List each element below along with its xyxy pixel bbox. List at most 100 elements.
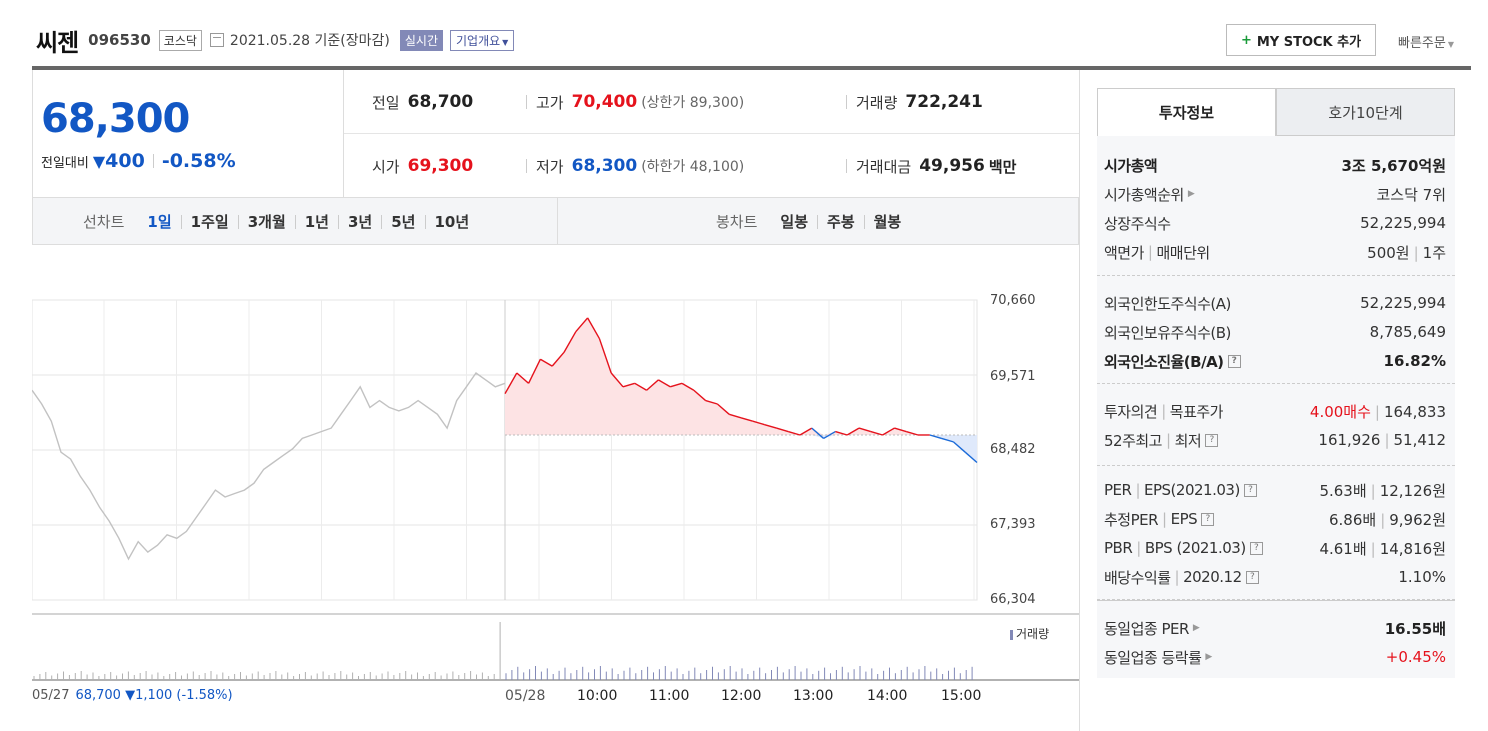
header-divider [32, 66, 1471, 70]
divider: | [1380, 510, 1386, 529]
help-icon[interactable]: ? [1243, 483, 1257, 497]
today-series-segment [764, 423, 777, 429]
today-series-segment [858, 427, 871, 433]
industry-section: 동일업종 PER ▶ 16.55배 동일업종 등락률 ▶ +0.45% [1097, 600, 1455, 678]
stock-name: 씨젠 [36, 28, 79, 57]
today-series-segment [964, 451, 978, 464]
today-series-segment [952, 441, 966, 453]
face-value-label-group: 액면가 | 매매단위 [1104, 242, 1210, 263]
info-row: 상장주식수 52,225,994 [1104, 212, 1446, 234]
line-chart-tabs: 선차트 1일 1주일 3개월 1년 3년 5년 10년 [83, 198, 478, 245]
prev-day-summary: 05/27 68,700 ▼1,100 (-1.58%) [32, 688, 233, 703]
market-cap-rank-link[interactable]: 시가총액순위 ▶ [1104, 184, 1195, 205]
help-icon[interactable]: ? [1201, 512, 1215, 526]
info-row: 외국인소진율(B/A)? 16.82% [1104, 350, 1446, 372]
divider: | [1166, 431, 1171, 449]
current-price: 68,300 [41, 96, 190, 142]
industry-per-link[interactable]: 동일업종 PER ▶ [1104, 618, 1200, 639]
tab-3year[interactable]: 3년 [339, 214, 383, 229]
open-value: 69,300 [407, 156, 474, 176]
help-icon[interactable]: ? [1249, 541, 1263, 555]
tab-5year[interactable]: 5년 [382, 214, 426, 229]
foreign-ratio-group: 외국인소진율(B/A)? [1104, 351, 1241, 372]
divider [526, 95, 527, 109]
opinion-value-group: 4.00매수 | 164,833 [1310, 401, 1446, 422]
help-icon[interactable]: ? [1245, 570, 1259, 584]
info-row: 투자의견 | 목표주가 4.00매수 | 164,833 [1104, 400, 1446, 422]
info-row[interactable]: 시가총액순위 ▶ 코스닥 7위 [1104, 183, 1446, 205]
opinion-value: 4.00매수 [1309, 402, 1371, 421]
today-series-segment [811, 427, 825, 439]
info-row[interactable]: 동일업종 PER ▶ 16.55배 [1104, 617, 1446, 639]
x-tick-label: 10:00 [577, 688, 618, 704]
company-overview-dropdown[interactable]: 기업개요 ▼ [449, 29, 515, 51]
down-arrow-icon: ▼ [92, 151, 106, 171]
today-series-segment [788, 430, 801, 436]
tab-10year[interactable]: 10년 [434, 212, 470, 231]
realtime-button[interactable]: 실시간 [399, 29, 443, 51]
divider: | [1370, 481, 1376, 500]
gain-area [505, 317, 977, 435]
quote-date: 2021.05.28 기준(장마감) [229, 33, 390, 49]
high-cell: 고가 70,400 (상한가 89,300) [536, 70, 744, 134]
tab-3month[interactable]: 3개월 [239, 214, 296, 229]
divider: | [1413, 243, 1419, 262]
chevron-down-icon: ▼ [502, 37, 509, 47]
volume-legend-swatch [1010, 629, 1013, 640]
candle-chart-label: 봉차트 [716, 213, 758, 231]
w52-label-group: 52주최고 | 최저? [1104, 430, 1219, 451]
tab-daily[interactable]: 일봉 [771, 214, 819, 229]
today-series-segment [658, 379, 671, 388]
info-row: 시가총액 3조 5,670억원 [1104, 154, 1446, 176]
tab-1day[interactable]: 1일 [138, 214, 182, 229]
pbr-value: 4.61배 [1319, 539, 1367, 558]
today-series-segment [504, 372, 518, 395]
today-series-segment [681, 382, 695, 391]
bps-value: 14,816원 [1379, 539, 1446, 558]
market-cap-label: 시가총액 [1104, 156, 1158, 175]
info-row[interactable]: 동일업종 등락률 ▶ +0.45% [1104, 646, 1446, 668]
today-series-segment [906, 430, 919, 436]
info-row: PBR | BPS (2021.03)? 4.61배 | 14,816원 [1104, 537, 1446, 559]
tab-order-book-10[interactable]: 호가10단계 [1276, 88, 1455, 136]
foreign-section: 외국인한도주식수(A) 52,225,994 외국인보유주식수(B) 8,785,6… [1097, 276, 1455, 384]
foreign-ratio-label: 외국인소진율(B/A) [1104, 352, 1224, 371]
stock-header: 씨젠 096530 코스닥 2021.05.28 기준(장마감) 실시간 기업개… [36, 22, 515, 58]
tab-1week[interactable]: 1주일 [182, 214, 239, 229]
quick-order-label: 빠른주문 [1398, 36, 1446, 51]
tab-monthly[interactable]: 월봉 [873, 212, 902, 231]
divider: | [1147, 243, 1153, 261]
right-panel-tabs: 투자정보 호가10단계 [1097, 88, 1455, 136]
help-icon[interactable]: ? [1227, 354, 1241, 368]
divider: | [1135, 481, 1141, 499]
price-chart-svg[interactable] [32, 292, 1079, 712]
opinion-label: 투자의견 [1104, 402, 1158, 421]
industry-change-link[interactable]: 동일업종 등락률 ▶ [1104, 647, 1212, 668]
tab-1year[interactable]: 1년 [296, 214, 339, 229]
w52-high-value: 161,926 [1318, 431, 1381, 449]
per-label: PER [1104, 481, 1132, 499]
per-value: 5.63배 [1319, 481, 1367, 500]
tab-weekly[interactable]: 주봉 [818, 214, 865, 229]
market-cap-section: 시가총액 3조 5,670억원 시가총액순위 ▶ 코스닥 7위 상장주식수 52,225… [1097, 136, 1455, 276]
divider: | [1370, 539, 1376, 558]
add-my-stock-label: MY STOCK 추가 [1256, 34, 1362, 50]
today-series-segment [670, 382, 683, 388]
x-tick-label: 13:00 [793, 688, 834, 704]
intraday-chart[interactable]: 70,660 69,571 68,482 67,393 66,304 거래량 0… [32, 292, 1079, 712]
tab-investment-info[interactable]: 투자정보 [1097, 88, 1276, 136]
today-series-segment [705, 399, 718, 405]
info-row: 외국인보유주식수(B) 8,785,649 [1104, 321, 1446, 343]
add-my-stock-button[interactable]: + MY STOCK 추가 [1226, 24, 1376, 56]
divider [526, 159, 527, 173]
info-row: 52주최고 | 최저? 161,926 | 51,412 [1104, 429, 1446, 451]
est-per-value-group: 6.86배 | 9,962원 [1329, 509, 1446, 530]
today-series-segment [527, 358, 542, 384]
help-icon[interactable]: ? [1205, 433, 1219, 447]
eps-label: EPS(2021.03) [1144, 481, 1240, 499]
panel-divider [1079, 70, 1080, 731]
today-series-segment [823, 430, 836, 440]
volume-cell: 거래량 722,241 [856, 70, 983, 134]
quick-order-dropdown[interactable]: 빠른주문 ▼ [1398, 32, 1454, 51]
today-series-segment [894, 427, 907, 433]
